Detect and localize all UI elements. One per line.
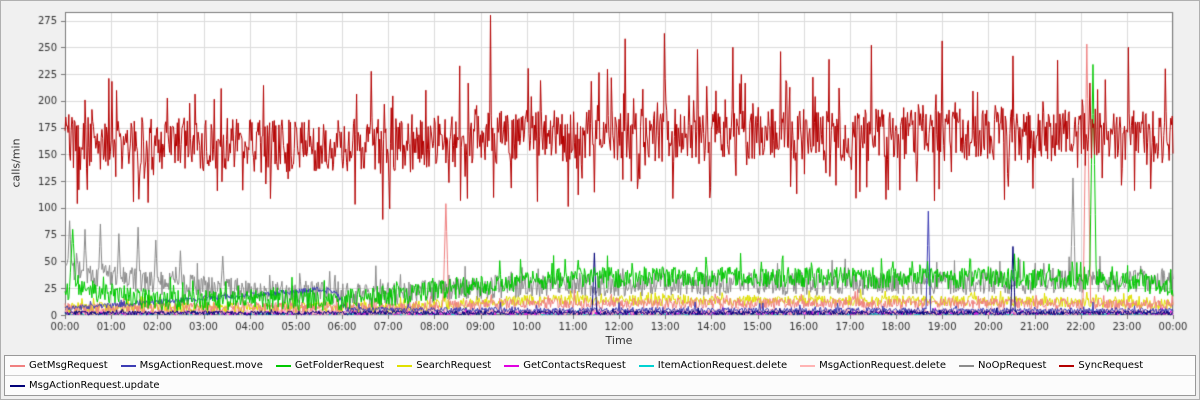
legend-color-swatch-icon [638, 364, 654, 367]
legend-label: SearchRequest [416, 360, 492, 371]
legend-item-SyncRequest: SyncRequest [1059, 360, 1143, 371]
legend-label: GetMsgRequest [29, 360, 108, 371]
x-axis-label: Time [605, 334, 633, 347]
legend-label: MsgActionRequest.update [29, 380, 160, 391]
legend-color-swatch-icon [10, 384, 25, 387]
legend-color-swatch-icon [120, 364, 136, 367]
legend-item-GetFolderRequest: GetFolderRequest [275, 360, 385, 371]
legend-label: GetFolderRequest [294, 360, 385, 371]
legend-item-MsgActionRequest.move: MsgActionRequest.move [120, 360, 263, 371]
legend-item-MsgActionRequest.delete: MsgActionRequest.delete [800, 360, 946, 371]
legend-item-SearchRequest: SearchRequest [397, 360, 491, 371]
legend-color-swatch-icon [275, 364, 291, 367]
y-axis-label: calls/min [9, 138, 23, 188]
legend-color-swatch-icon [958, 364, 974, 367]
legend-item-MsgActionRequest.update: MsgActionRequest.update [10, 380, 160, 391]
legend: GetMsgRequest MsgActionRequest.move GetFol… [4, 355, 1196, 396]
legend-color-swatch-icon [1059, 364, 1075, 367]
legend-label: ItemActionRequest.delete [657, 360, 788, 371]
legend-label: GetContactsRequest [523, 360, 626, 371]
legend-label: MsgActionRequest.move [139, 360, 263, 371]
legend-row: GetMsgRequest MsgActionRequest.move GetFol… [5, 356, 1195, 375]
legend-item-ItemActionRequest.delete: ItemActionRequest.delete [638, 360, 788, 371]
legend-color-swatch-icon [504, 364, 520, 367]
legend-label: MsgActionRequest.delete [819, 360, 946, 371]
timeseries-chart-canvas [1, 1, 1199, 353]
legend-item-NoOpRequest: NoOpRequest [958, 360, 1047, 371]
legend-label: NoOpRequest [977, 360, 1047, 371]
legend-item-GetContactsRequest: GetContactsRequest [504, 360, 626, 371]
legend-color-swatch-icon [800, 364, 816, 367]
legend-color-swatch-icon [10, 364, 25, 367]
legend-color-swatch-icon [397, 364, 413, 367]
legend-row: MsgActionRequest.update [5, 375, 1195, 395]
legend-item-GetMsgRequest: GetMsgRequest [10, 360, 108, 371]
legend-label: SyncRequest [1078, 360, 1144, 371]
